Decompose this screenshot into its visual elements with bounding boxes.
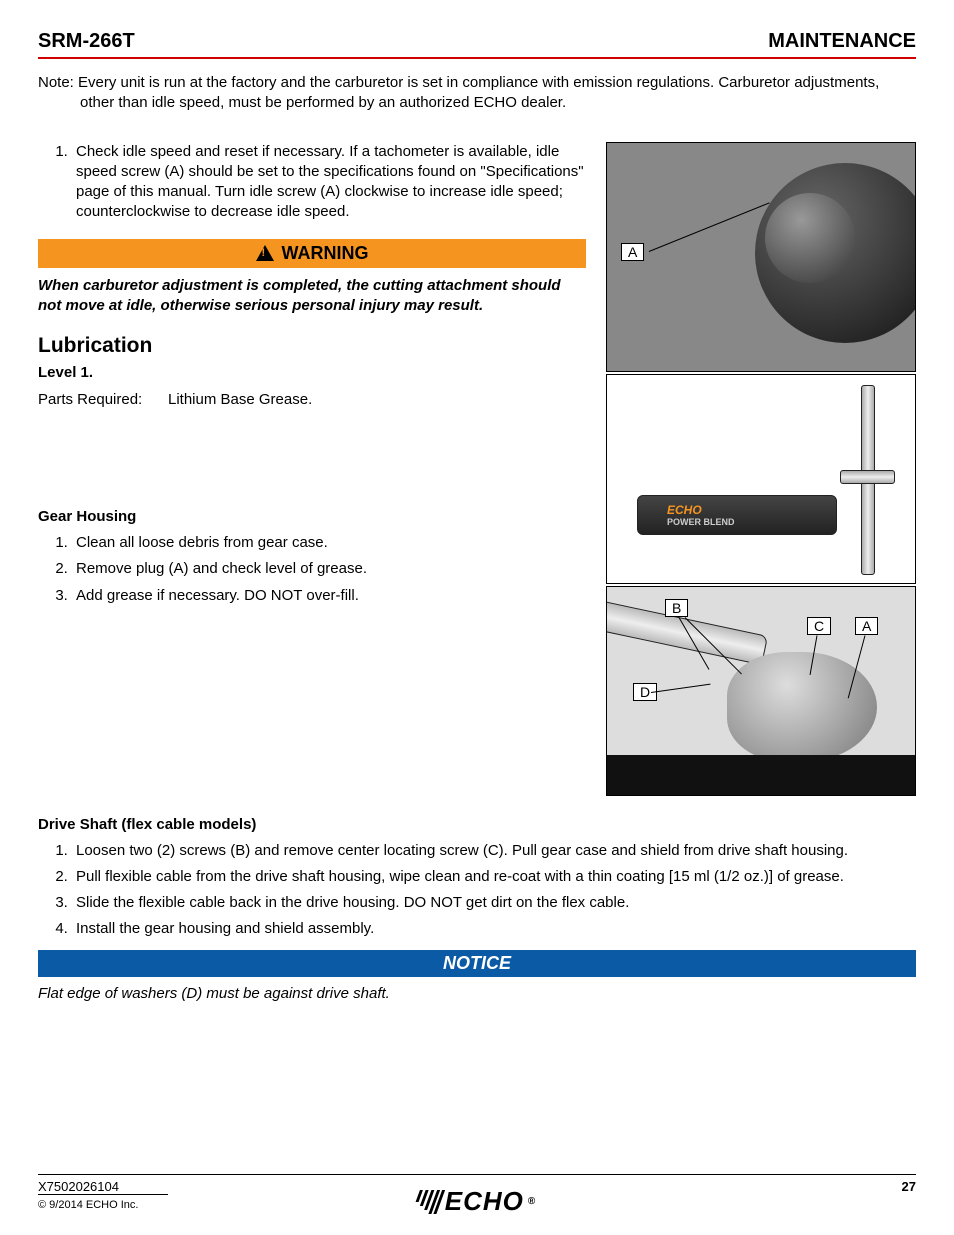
idle-speed-steps: Check idle speed and reset if necessary.… bbox=[38, 142, 586, 223]
grease-brand-icon: ECHO bbox=[667, 503, 702, 517]
page-header: SRM-266T MAINTENANCE bbox=[38, 30, 916, 59]
drive-shaft-heading: Drive Shaft (flex cable models) bbox=[38, 816, 916, 833]
list-item: Add grease if necessary. DO NOT over-fil… bbox=[72, 586, 586, 606]
figure-label-a: A bbox=[621, 243, 644, 261]
warning-label: WARNING bbox=[282, 243, 369, 264]
factory-note: Note: Every unit is run at the factory a… bbox=[80, 73, 916, 114]
page-number: 27 bbox=[902, 1179, 916, 1194]
warning-body: When carburetor adjustment is completed,… bbox=[38, 276, 586, 317]
warning-banner: WARNING bbox=[38, 239, 586, 268]
list-item: Clean all loose debris from gear case. bbox=[72, 533, 586, 553]
gear-housing-steps: Clean all loose debris from gear case. R… bbox=[38, 533, 586, 606]
figure-column: A ECHO POWER BLEND B C A D bbox=[606, 142, 916, 796]
list-item: Install the gear housing and shield asse… bbox=[72, 919, 916, 939]
lubrication-heading: Lubrication bbox=[38, 334, 586, 358]
figure-gear-case: B C A D bbox=[606, 586, 916, 796]
gear-housing-heading: Gear Housing bbox=[38, 508, 586, 525]
warning-icon bbox=[256, 245, 274, 261]
list-item: Check idle speed and reset if necessary.… bbox=[72, 142, 586, 223]
list-item: Remove plug (A) and check level of greas… bbox=[72, 559, 586, 579]
figure-label-a2: A bbox=[855, 617, 878, 635]
logo-text: ECHO bbox=[445, 1186, 524, 1217]
note-text: Every unit is run at the factory and the… bbox=[78, 74, 879, 111]
lubrication-level: Level 1. bbox=[38, 364, 586, 381]
list-item: Pull flexible cable from the drive shaft… bbox=[72, 867, 916, 887]
notice-banner: NOTICE bbox=[38, 950, 916, 977]
parts-required-label: Parts Required: bbox=[38, 391, 168, 408]
note-prefix: Note: bbox=[38, 74, 78, 91]
list-item: Slide the flexible cable back in the dri… bbox=[72, 893, 916, 913]
drive-shaft-steps: Loosen two (2) screws (B) and remove cen… bbox=[38, 841, 916, 940]
figure-grease-tube: ECHO POWER BLEND bbox=[606, 374, 916, 584]
document-number: X7502026104 bbox=[38, 1179, 119, 1194]
section-title: MAINTENANCE bbox=[768, 30, 916, 53]
figure-carburetor: A bbox=[606, 142, 916, 372]
figure-label-c: C bbox=[807, 617, 831, 635]
figure-label-b: B bbox=[665, 599, 688, 617]
trademark-icon: ® bbox=[528, 1196, 536, 1207]
brand-logo: ECHO ® bbox=[418, 1186, 537, 1217]
logo-bars-icon bbox=[418, 1190, 441, 1214]
parts-required-row: Parts Required: Lithium Base Grease. bbox=[38, 391, 586, 408]
notice-body: Flat edge of washers (D) must be against… bbox=[38, 985, 916, 1002]
parts-required-value: Lithium Base Grease. bbox=[168, 391, 312, 408]
list-item: Loosen two (2) screws (B) and remove cen… bbox=[72, 841, 916, 861]
model-number: SRM-266T bbox=[38, 30, 135, 53]
grease-product-label: POWER BLEND bbox=[667, 517, 735, 527]
